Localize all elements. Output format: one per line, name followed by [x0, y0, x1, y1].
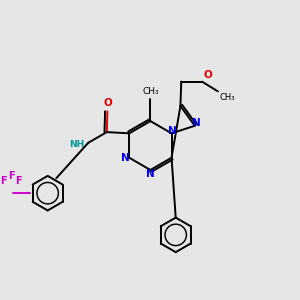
Text: N: N — [146, 169, 154, 179]
Text: CH₃: CH₃ — [143, 87, 159, 96]
Text: N: N — [168, 126, 177, 136]
Text: F: F — [15, 176, 22, 186]
Text: F: F — [8, 171, 15, 181]
Text: CH₃: CH₃ — [219, 93, 235, 102]
Text: NH: NH — [69, 140, 85, 149]
Text: O: O — [103, 98, 112, 108]
Text: F: F — [1, 176, 7, 186]
Text: N: N — [192, 118, 200, 128]
Text: N: N — [121, 153, 130, 163]
Text: O: O — [204, 70, 213, 80]
